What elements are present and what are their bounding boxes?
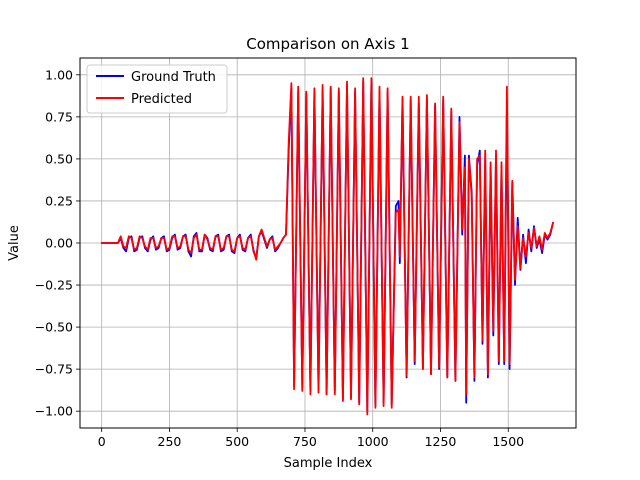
series-layer — [100, 77, 554, 416]
y-axis-label: Value — [7, 225, 22, 261]
legend-label-predicted: Predicted — [131, 92, 192, 107]
axis-ticks: 0 250 500 750 1000 1250 1500 −1.00 −0.75 −0.50 −0.… — [35, 67, 525, 449]
y-tick-label: −0.50 — [35, 320, 73, 335]
x-tick-label: 250 — [158, 434, 182, 449]
y-tick-label: −0.75 — [35, 362, 73, 377]
x-tick-label: 1000 — [357, 434, 389, 449]
legend: Ground Truth Predicted — [86, 64, 228, 114]
y-tick-label: 1.00 — [45, 67, 73, 82]
y-tick-label: 0.00 — [45, 236, 73, 251]
y-tick-label: −0.25 — [35, 278, 73, 293]
x-axis-label: Sample Index — [284, 456, 373, 471]
y-tick-label: −1.00 — [35, 404, 73, 419]
x-tick-label: 1250 — [425, 434, 457, 449]
x-tick-label: 750 — [293, 434, 317, 449]
x-tick-label: 1500 — [492, 434, 524, 449]
x-tick-label: 0 — [98, 434, 106, 449]
y-tick-label: 0.25 — [45, 193, 73, 208]
y-tick-label: 0.50 — [45, 151, 73, 166]
y-tick-label: 0.75 — [45, 109, 73, 124]
series-line-predicted — [100, 77, 554, 416]
chart-title: Comparison on Axis 1 — [246, 35, 409, 53]
legend-label-ground-truth: Ground Truth — [131, 70, 216, 85]
x-tick-label: 500 — [225, 434, 249, 449]
